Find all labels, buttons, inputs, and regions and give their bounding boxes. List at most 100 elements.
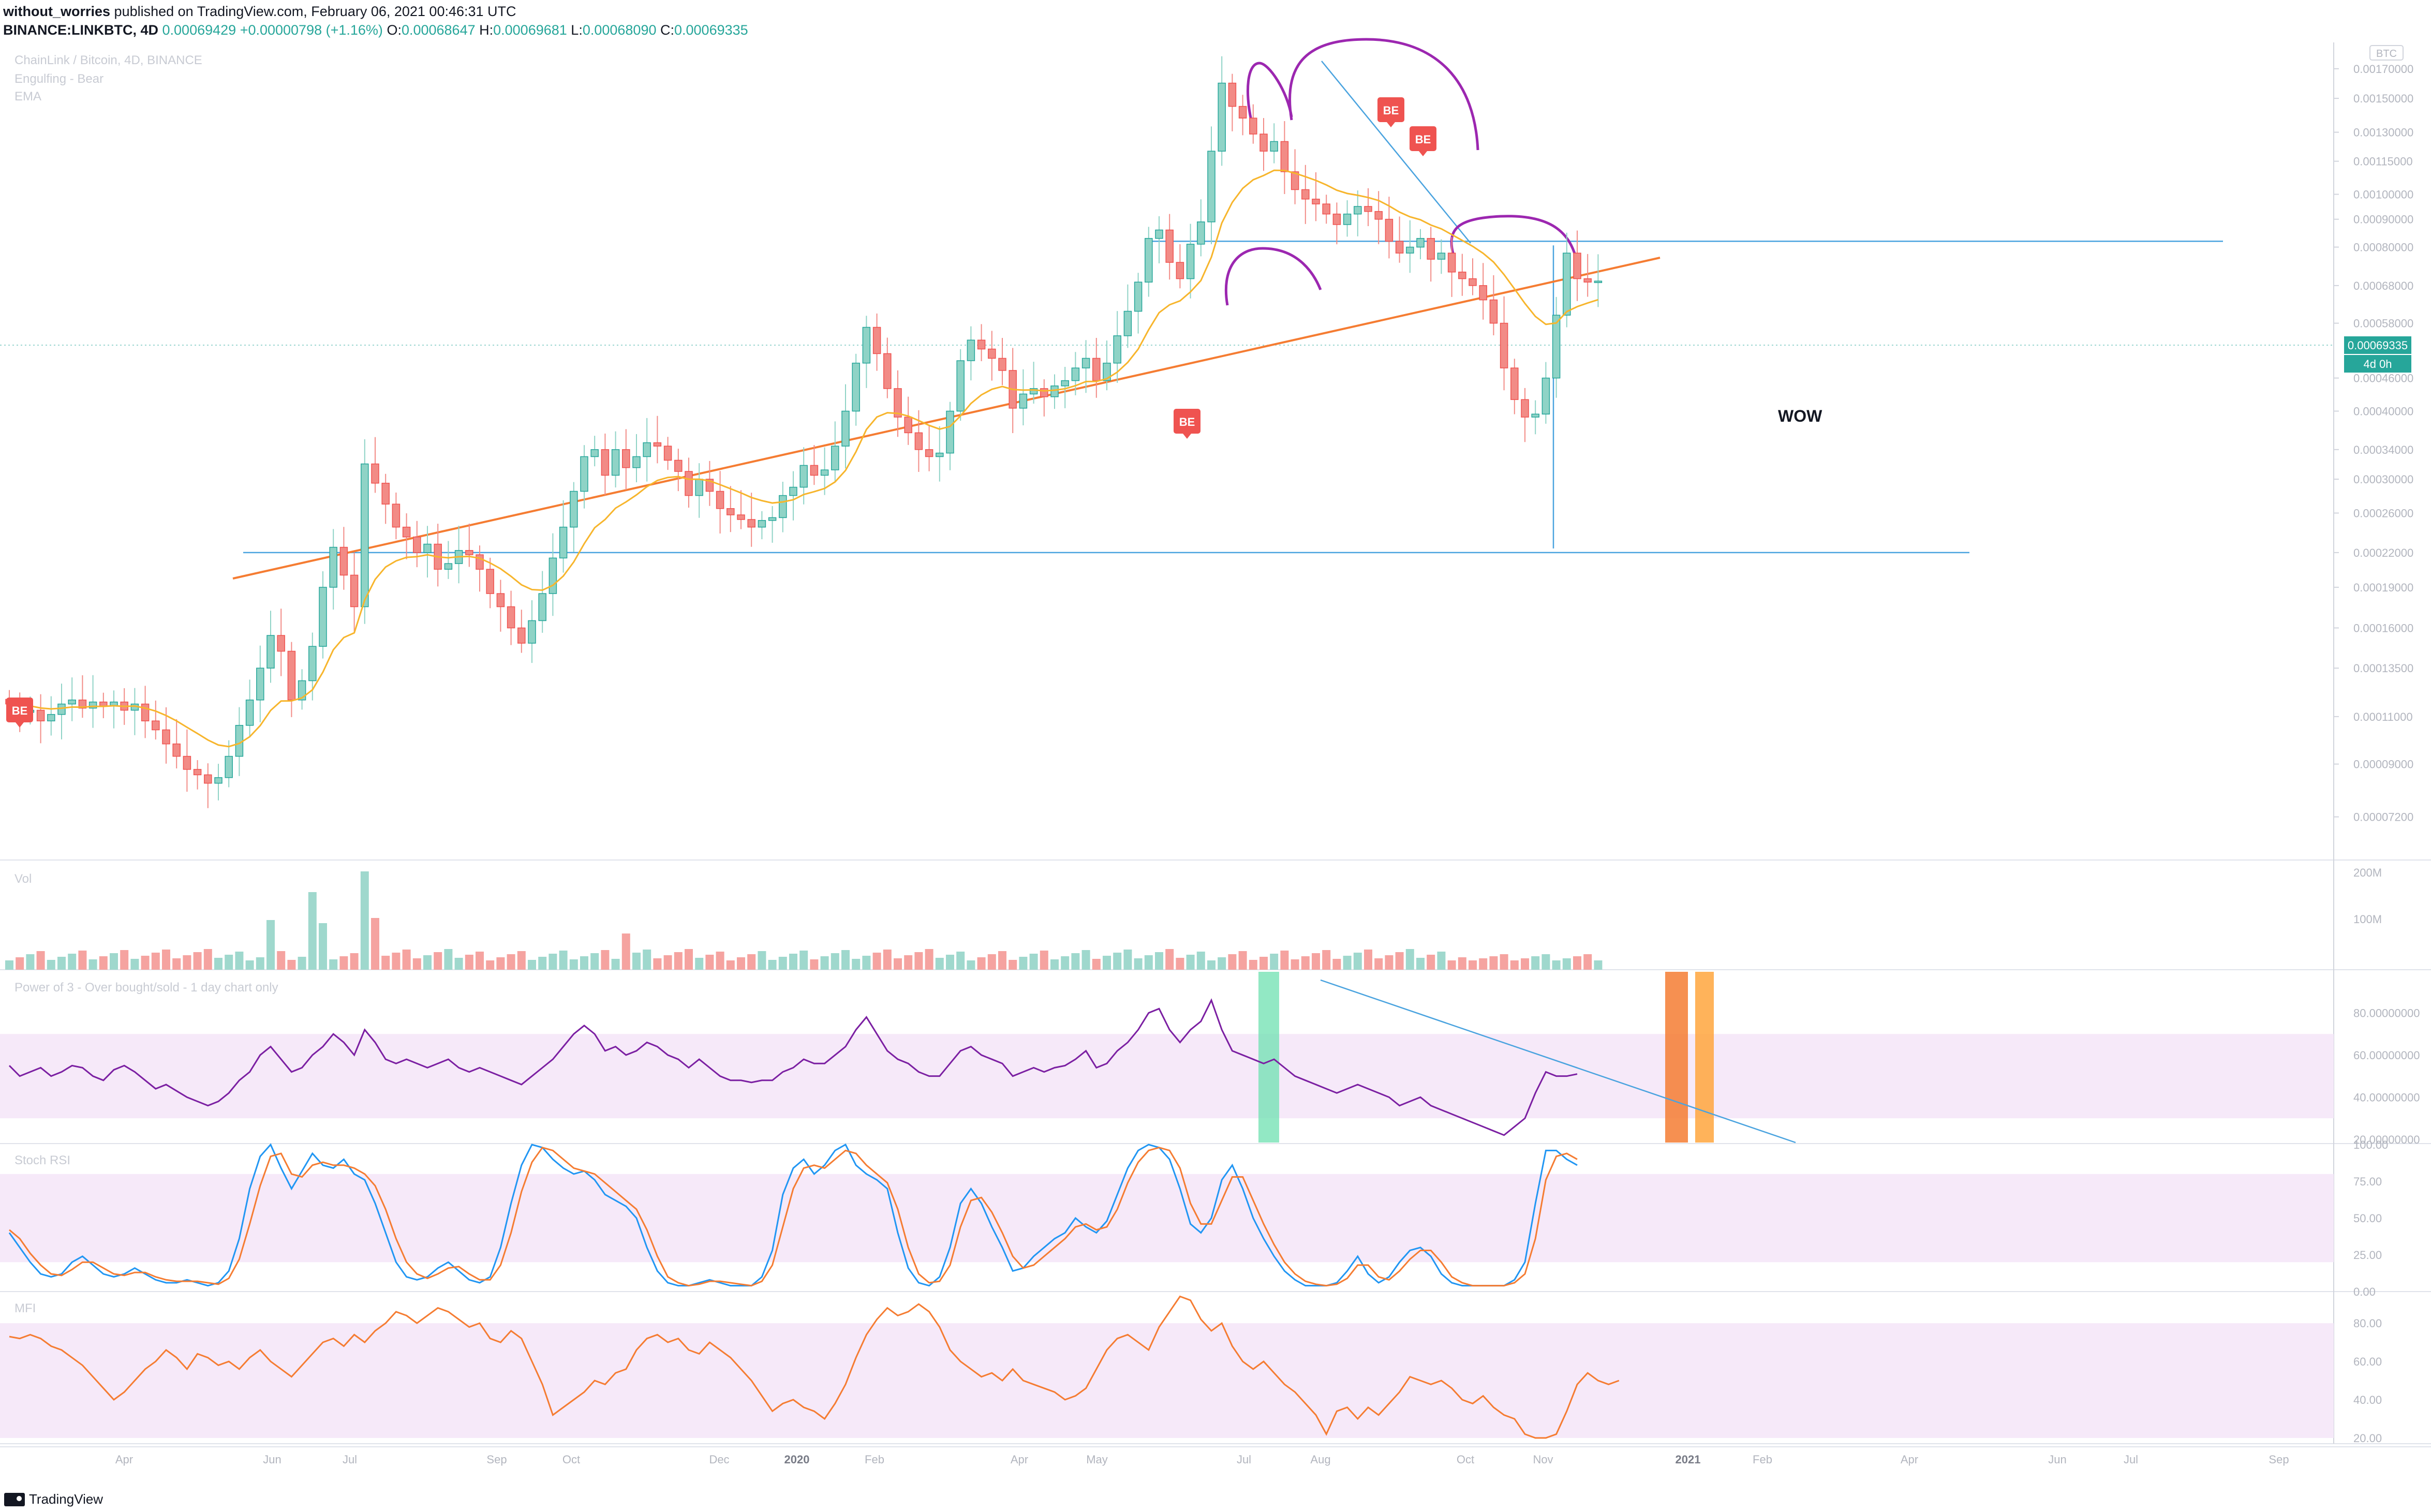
candle-body — [225, 755, 233, 778]
volume-bar — [1447, 960, 1456, 970]
price-tick-label: 0.00100000 — [2353, 188, 2413, 201]
candle-body — [1197, 221, 1205, 245]
volume-bar — [298, 957, 306, 970]
candle-body — [559, 526, 568, 559]
volume-bar — [621, 933, 630, 970]
pattern-arc — [1246, 62, 1293, 121]
price-tick-label: 0.00170000 — [2353, 63, 2413, 76]
volume-bar — [1280, 951, 1289, 970]
osc-band — [0, 1034, 2334, 1119]
volume-bar — [643, 950, 651, 970]
time-tick-label: Feb — [1753, 1453, 1772, 1466]
close-label: C: — [660, 22, 674, 38]
price-tick-label: 0.00011000 — [2353, 710, 2413, 723]
osc-tick-label: 60.00000000 — [2353, 1049, 2420, 1062]
osc-tick-label: 80.00000000 — [2353, 1006, 2420, 1019]
volume-bar — [36, 951, 45, 970]
candle-body — [319, 587, 327, 647]
candle-body — [1354, 206, 1362, 215]
candle-body — [1186, 244, 1195, 279]
candle-body — [1019, 393, 1028, 409]
symbol-legend-title: ChainLink / Bitcoin, 4D, BINANCE — [14, 53, 202, 67]
price-tick-label: 0.00046000 — [2353, 372, 2413, 385]
candle-body — [1427, 238, 1435, 260]
volume-bar — [360, 871, 369, 970]
volume-bar — [695, 958, 704, 970]
oscillator-bands — [0, 1034, 2334, 1438]
study-ema-label: EMA — [14, 90, 41, 103]
volume-bar — [183, 955, 191, 970]
candle-body — [1489, 299, 1498, 324]
candle-body — [611, 449, 620, 476]
candle-body — [549, 557, 557, 594]
be-badge — [1377, 97, 1404, 122]
mfi-pane-label: MFI — [14, 1301, 36, 1315]
volume-bar — [1144, 955, 1153, 970]
candle-body — [78, 699, 87, 709]
candle-body — [36, 709, 45, 721]
volume-bar — [977, 957, 986, 970]
be-pointer — [16, 722, 24, 728]
candle-body — [1332, 213, 1341, 225]
candle-body — [413, 536, 421, 553]
candle-body — [381, 482, 390, 505]
volume-bar — [1521, 958, 1529, 970]
volume-bar — [1510, 960, 1519, 970]
price-axis[interactable]: 0.00170000 0.00150000 0.00130000 0.00115000… — [2334, 63, 2420, 1445]
time-axis[interactable]: Apr Jun Jul Sep Oct Dec 2020 Feb Apr May Jul Aug Oct… — [0, 1446, 2431, 1466]
volume-bar — [16, 957, 24, 970]
time-tick-label: 2020 — [784, 1453, 810, 1466]
highlight-orange — [1695, 972, 1714, 1143]
volume-bar — [1405, 949, 1414, 970]
volume-bar — [496, 957, 505, 970]
price-tick-label: 0.00040000 — [2353, 405, 2413, 418]
volume-bar — [1427, 955, 1435, 970]
candle-body — [1573, 253, 1581, 279]
volume-bar — [1123, 950, 1132, 970]
candle-body — [695, 479, 703, 496]
candle-body — [758, 520, 766, 528]
volume-bar — [329, 959, 338, 970]
be-markers[interactable]: BE BE BE BE — [6, 97, 1436, 728]
volume-bar — [1364, 950, 1372, 970]
candle-body — [1134, 281, 1143, 312]
candle-body — [507, 606, 515, 629]
time-tick-label: Dec — [709, 1453, 729, 1466]
be-marker: BE — [1377, 97, 1404, 127]
volume-bar — [1165, 949, 1174, 970]
volume-bar — [569, 959, 578, 970]
volume-tick-label: 200M — [2353, 866, 2382, 879]
trend-lines[interactable] — [232, 38, 2223, 1144]
volume-bar — [894, 958, 902, 970]
volume-bar — [476, 952, 484, 970]
candle-body — [528, 620, 536, 644]
descending-trend-line — [1321, 61, 1471, 244]
candle-body — [1447, 253, 1456, 273]
wow-annotation[interactable]: WOW — [1778, 407, 1822, 425]
stoch-rsi-pane-label: Stoch RSI — [14, 1153, 70, 1167]
close-value: 0.00069335 — [674, 22, 748, 38]
volume-bar — [1061, 956, 1070, 970]
price-tick-label: 0.00130000 — [2353, 126, 2413, 139]
volume-bar — [946, 955, 954, 970]
volume-bar — [538, 957, 547, 970]
candle-body — [298, 680, 306, 701]
volume-bar — [423, 955, 432, 970]
candle-body — [674, 459, 683, 472]
mfi-series-line — [9, 1295, 1620, 1439]
candle-body — [820, 469, 829, 476]
author-name[interactable]: without_worries — [3, 4, 111, 19]
candle-body — [361, 463, 369, 607]
volume-bar — [1458, 957, 1466, 970]
volume-bar — [862, 956, 871, 970]
volume-bar — [663, 955, 672, 970]
candle-body — [496, 593, 505, 607]
be-badge — [1174, 409, 1200, 434]
time-tick-label: Jul — [343, 1453, 357, 1466]
candle-body — [1092, 358, 1101, 381]
volume-bar — [1270, 954, 1279, 970]
price-candles[interactable] — [5, 56, 1603, 808]
price-tick-label: 0.00090000 — [2353, 213, 2413, 226]
be-marker: BE — [1410, 126, 1436, 156]
